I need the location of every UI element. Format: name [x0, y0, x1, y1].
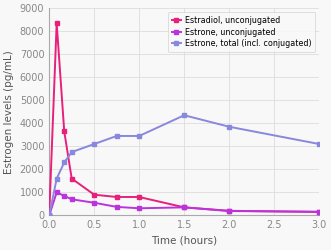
- Estrone, unconjugated: [70, 198, 74, 201]
- Legend: Estradiol, unconjugated, Estrone, unconjugated, Estrone, total (incl. conjugated: Estradiol, unconjugated, Estrone, unconj…: [167, 12, 315, 52]
- Estrone, total (incl. conjugated): [92, 142, 96, 146]
- Estrone, total (incl. conjugated): [317, 142, 321, 146]
- Estradiol, unconjugated: [137, 196, 141, 198]
- Estradiol, unconjugated: [227, 209, 231, 212]
- Estrone, total (incl. conjugated): [115, 134, 119, 138]
- Estrone, total (incl. conjugated): [137, 134, 141, 138]
- Estradiol, unconjugated: [47, 214, 51, 217]
- Estrone, unconjugated: [137, 207, 141, 210]
- Estradiol, unconjugated: [62, 130, 66, 133]
- Estrone, unconjugated: [227, 210, 231, 212]
- Line: Estrone, total (incl. conjugated): Estrone, total (incl. conjugated): [47, 113, 322, 218]
- Estradiol, unconjugated: [317, 210, 321, 214]
- Y-axis label: Estrogen levels (pg/mL): Estrogen levels (pg/mL): [4, 50, 14, 174]
- Line: Estradiol, unconjugated: Estradiol, unconjugated: [47, 21, 322, 218]
- Estrone, total (incl. conjugated): [70, 150, 74, 154]
- Estrone, unconjugated: [47, 214, 51, 217]
- Estradiol, unconjugated: [182, 206, 186, 209]
- Estrone, unconjugated: [115, 206, 119, 208]
- Estrone, total (incl. conjugated): [47, 214, 51, 217]
- Estradiol, unconjugated: [70, 177, 74, 180]
- Estrone, unconjugated: [55, 191, 59, 194]
- Estrone, unconjugated: [62, 194, 66, 197]
- Estrone, unconjugated: [92, 201, 96, 204]
- Estrone, total (incl. conjugated): [182, 114, 186, 117]
- Estradiol, unconjugated: [92, 193, 96, 196]
- Estrone, total (incl. conjugated): [62, 161, 66, 164]
- Estradiol, unconjugated: [115, 196, 119, 198]
- Line: Estrone, unconjugated: Estrone, unconjugated: [47, 190, 322, 218]
- Estrone, total (incl. conjugated): [55, 177, 59, 180]
- Estradiol, unconjugated: [55, 22, 59, 25]
- X-axis label: Time (hours): Time (hours): [151, 236, 217, 246]
- Estrone, unconjugated: [182, 206, 186, 209]
- Estrone, unconjugated: [317, 210, 321, 213]
- Estrone, total (incl. conjugated): [227, 125, 231, 128]
